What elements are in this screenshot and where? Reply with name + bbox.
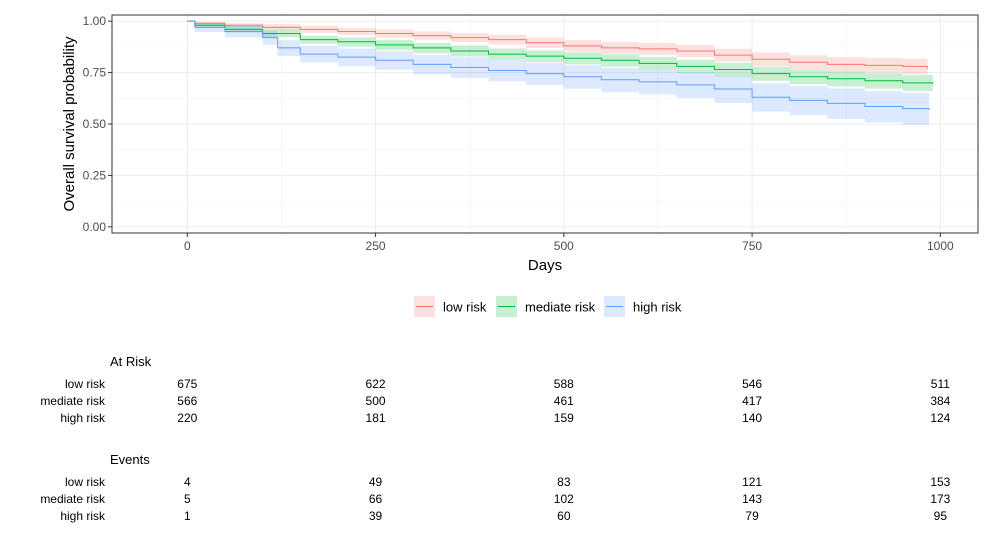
risk_table-cell: 675 (177, 377, 197, 391)
survival-curves (187, 20, 934, 110)
events_table-cell: 173 (930, 492, 950, 506)
y-tick-label: 0.75 (83, 66, 107, 80)
events_table-cell: 60 (557, 509, 571, 523)
events_table-cell: 49 (369, 475, 383, 489)
events_table-cell: 5 (184, 492, 191, 506)
x-axis: 0 250 500 750 1000 (184, 233, 954, 253)
events-table-title: Events (110, 452, 150, 467)
events_table-cell: 95 (934, 509, 948, 523)
y-tick-label: 0.00 (83, 220, 107, 234)
events_table-cell: 121 (742, 475, 762, 489)
risk_table-row-label: low risk (65, 377, 106, 391)
x-tick-label: 1000 (927, 239, 954, 253)
risk_table-cell: 566 (177, 394, 197, 408)
survival-line-low-risk (187, 20, 929, 69)
y-axis: 0.00 0.25 0.50 0.75 1.00 (83, 14, 112, 234)
events_table-cell: 66 (369, 492, 383, 506)
risk_table-cell: 511 (931, 377, 950, 391)
y-tick-label: 0.50 (83, 117, 107, 131)
risk_table-row-label: high risk (60, 411, 106, 425)
plot-panel (112, 15, 978, 233)
risk_table-cell: 546 (742, 377, 762, 391)
events_table-cell: 143 (742, 492, 762, 506)
risk_table-cell: 220 (177, 411, 197, 425)
events_table-cell: 102 (554, 492, 574, 506)
events_table-row-label: high risk (60, 509, 106, 523)
events_table-row-label: low risk (65, 475, 106, 489)
events_table-cell: 153 (930, 475, 950, 489)
legend-label: low risk (443, 300, 487, 315)
x-tick-label: 500 (554, 239, 574, 253)
events_table-cell: 4 (184, 475, 191, 489)
risk_table-cell: 461 (554, 394, 574, 408)
events_table-cell: 83 (557, 475, 571, 489)
risk_table-cell: 500 (366, 394, 386, 408)
legend: low risk mediate risk high risk (414, 296, 682, 317)
risk_table-cell: 140 (742, 411, 762, 425)
risk-table-title: At Risk (110, 354, 152, 369)
risk-table: At Risk low risk 675 622 588 546 511 mediate r… (40, 354, 950, 425)
survival-line-high-risk (187, 20, 930, 110)
risk_table-cell: 622 (366, 377, 386, 391)
x-axis-title: Days (528, 257, 562, 274)
risk_table-cell: 384 (930, 394, 950, 408)
survival-line-mediate-risk (187, 20, 934, 84)
risk_table-cell: 588 (554, 377, 574, 391)
legend-label: mediate risk (525, 300, 596, 315)
y-tick-label: 0.25 (83, 168, 107, 182)
risk_table-cell: 159 (554, 411, 574, 425)
events-table: Events low risk 4 49 83 121 153 mediate risk 5 6… (40, 452, 950, 523)
events_table-cell: 1 (184, 509, 191, 523)
events_table-cell: 39 (369, 509, 383, 523)
ci-band-mediate-risk (187, 21, 933, 93)
x-tick-label: 750 (742, 239, 762, 253)
x-tick-label: 250 (366, 239, 386, 253)
ci-band-low-risk (187, 21, 928, 77)
risk_table-row-label: mediate risk (40, 394, 106, 408)
risk_table-cell: 181 (366, 411, 386, 425)
risk_table-cell: 417 (742, 394, 762, 408)
risk_table-cell: 124 (930, 411, 950, 425)
events_table-row-label: mediate risk (40, 492, 106, 506)
events_table-cell: 79 (745, 509, 759, 523)
y-axis-title: Overall survival probability (61, 36, 78, 212)
legend-label: high risk (633, 300, 682, 315)
y-tick-label: 1.00 (83, 14, 107, 28)
x-tick-label: 0 (184, 239, 191, 253)
